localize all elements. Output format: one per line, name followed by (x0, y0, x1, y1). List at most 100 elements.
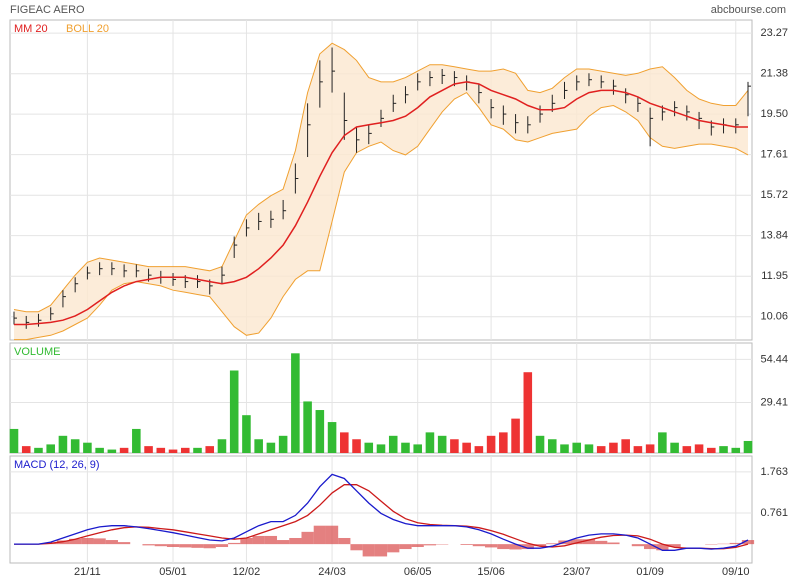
volume-bar (462, 442, 471, 453)
macd-histogram (81, 537, 94, 545)
volume-bar (694, 444, 704, 453)
volume-bar (682, 446, 692, 453)
volume-bar (401, 442, 410, 453)
macd-histogram (215, 544, 229, 548)
volume-bar (168, 449, 178, 453)
y-tick-label: 23.27 (760, 27, 788, 39)
macd-histogram (607, 542, 620, 545)
volume-bar (352, 439, 361, 453)
volume-bar (70, 439, 80, 453)
volume-bar (58, 435, 68, 453)
macd-signal (14, 484, 749, 550)
volume-bar (437, 435, 447, 453)
volume-bar (83, 442, 92, 453)
x-tick-label: 12/02 (233, 566, 261, 578)
y-tick-label: 17.61 (760, 149, 788, 161)
volume-bar (95, 447, 104, 453)
legend-boll: BOLL 20 (66, 23, 109, 35)
volume-bar (609, 442, 618, 453)
macd-histogram (631, 544, 645, 547)
volume-bar (645, 444, 655, 453)
volume-bar (144, 446, 153, 453)
x-tick-label: 24/03 (318, 566, 346, 578)
volume-bar (254, 439, 263, 453)
macd-histogram (166, 544, 180, 548)
volume-bar (217, 439, 227, 453)
volume-bar (156, 447, 166, 453)
x-tick-label: 01/09 (636, 566, 664, 578)
macd-histogram (264, 535, 278, 545)
macd-histogram (277, 540, 290, 545)
y-tick-label: 10.06 (760, 311, 788, 323)
volume-bar (511, 418, 520, 453)
macd-histogram (472, 544, 485, 547)
volume-bar (34, 447, 43, 453)
macd-histogram (179, 544, 192, 548)
volume-bar (633, 446, 643, 453)
x-tick-label: 05/01 (159, 566, 187, 578)
bollinger-upper (13, 42, 749, 313)
volume-bar (9, 428, 19, 453)
volume-bar (670, 442, 679, 453)
macd-histogram (484, 544, 498, 548)
macd-histogram (142, 544, 155, 546)
y-tick-label: 19.50 (760, 108, 788, 120)
macd-histogram (460, 544, 473, 545)
macd-histogram (546, 543, 559, 545)
volume-bar (499, 432, 508, 453)
volume-bar (315, 410, 325, 453)
panel-frame (9, 455, 753, 564)
source: abcbourse.com (711, 4, 786, 16)
volume-bar (46, 444, 55, 453)
volume-bar (180, 447, 190, 453)
volume-bar (719, 446, 728, 453)
volume-bar (450, 439, 459, 453)
y-tick-label: 1.763 (760, 466, 788, 478)
macd-histogram (240, 537, 253, 545)
macd-histogram (729, 542, 742, 545)
macd-histogram (644, 544, 657, 550)
volume-bar (560, 444, 569, 453)
legend-ma: MM 20 (14, 23, 48, 35)
volume-bar (364, 442, 374, 453)
volume-bar (303, 401, 312, 453)
macd-histogram (399, 544, 412, 550)
volume-bar (340, 432, 349, 453)
volume-bar (584, 444, 594, 453)
x-tick-label: 09/10 (722, 566, 750, 578)
macd-histogram (228, 542, 241, 545)
volume-bar (413, 444, 422, 453)
macd-histogram (191, 544, 204, 548)
macd-histogram (423, 544, 437, 546)
volume-bar (291, 353, 300, 453)
macd-histogram (350, 544, 363, 551)
macd-histogram (582, 539, 596, 545)
volume-bar (658, 432, 667, 453)
macd-histogram (69, 538, 82, 545)
y-tick-label: 54.44 (760, 353, 788, 365)
macd-histogram (521, 544, 534, 550)
volume-bar (474, 446, 484, 453)
volume-bar (572, 442, 582, 453)
macd-line (14, 473, 749, 551)
macd-histogram (362, 544, 375, 557)
y-tick-label: 15.72 (760, 189, 788, 201)
macd-histogram (203, 544, 216, 549)
y-tick-label: 13.84 (760, 230, 788, 242)
volume-bar (621, 439, 630, 453)
macd-histogram (570, 539, 583, 545)
y-tick-label: 11.95 (761, 270, 788, 282)
volume-bar (596, 446, 606, 453)
volume-bar (278, 435, 288, 453)
panel-frame (9, 19, 753, 341)
macd-histogram (289, 537, 302, 545)
macd-histogram (387, 544, 400, 553)
volume-bar (486, 435, 496, 453)
volume-bar (425, 432, 435, 453)
volume-bar (132, 428, 141, 453)
macd-histogram (325, 525, 339, 545)
x-tick-label: 23/07 (563, 566, 591, 578)
macd-histogram (252, 535, 265, 545)
macd-histogram (509, 544, 522, 550)
